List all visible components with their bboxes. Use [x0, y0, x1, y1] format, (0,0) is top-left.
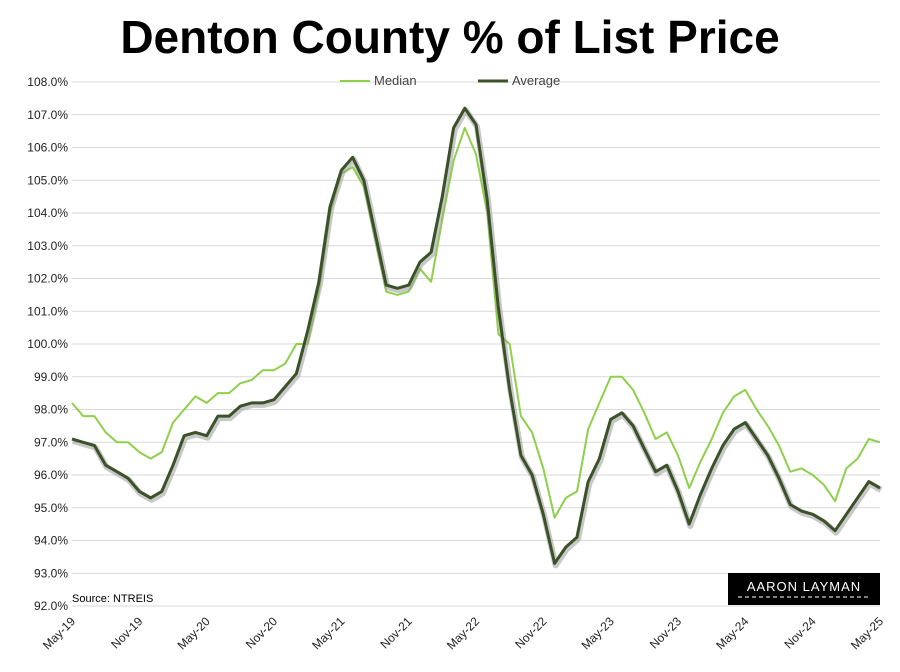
y-tick-label: 102.0%	[27, 272, 68, 286]
y-tick-label: 94.0%	[34, 534, 68, 548]
x-tick-label: Nov-21	[378, 614, 415, 651]
x-tick-label: May-25	[848, 614, 886, 652]
series-average-shadow	[72, 107, 883, 569]
y-tick-label: 98.0%	[34, 403, 68, 417]
series-average-line	[71, 106, 881, 565]
legend: Median Average	[340, 73, 560, 88]
x-tick-label: May-24	[713, 614, 751, 652]
x-tick-label: May-19	[40, 614, 78, 652]
y-tick-label: 103.0%	[27, 239, 68, 253]
y-tick-label: 95.0%	[34, 501, 68, 515]
y-tick-label: 92.0%	[34, 599, 68, 613]
y-tick-label: 107.0%	[27, 108, 68, 122]
y-tick-label: 96.0%	[34, 468, 68, 482]
y-tick-label: 101.0%	[27, 304, 68, 318]
x-tick-label: Nov-23	[647, 614, 684, 651]
gridlines	[72, 81, 880, 607]
y-tick-label: 100.0%	[27, 337, 68, 351]
chart-title: Denton County % of List Price	[120, 11, 780, 63]
brand-logo-text: AARON LAYMAN	[747, 579, 861, 594]
brand-logo: AARON LAYMAN	[728, 573, 880, 605]
y-tick-label: 104.0%	[27, 206, 68, 220]
x-axis: May-19 Nov-19 May-20 Nov-20 May-21 Nov-21 May-…	[40, 614, 886, 652]
legend-median-label: Median	[374, 73, 417, 88]
x-tick-label: Nov-19	[108, 614, 145, 651]
legend-average-label: Average	[512, 73, 560, 88]
y-tick-label: 93.0%	[34, 566, 68, 580]
x-tick-label: Nov-24	[782, 614, 819, 651]
series-lines	[71, 106, 883, 569]
y-tick-label: 108.0%	[27, 75, 68, 89]
y-tick-label: 105.0%	[27, 173, 68, 187]
y-tick-label: 106.0%	[27, 141, 68, 155]
y-tick-label: 97.0%	[34, 435, 68, 449]
source-note: Source: NTREIS	[72, 593, 153, 605]
x-tick-label: May-22	[444, 614, 482, 652]
series-median-line	[71, 126, 881, 519]
x-tick-label: Nov-22	[512, 614, 549, 651]
x-tick-label: May-20	[175, 614, 213, 652]
x-tick-label: Nov-20	[243, 614, 280, 651]
x-tick-label: May-23	[579, 614, 617, 652]
x-tick-label: May-21	[309, 614, 347, 652]
y-axis: 92.0% 93.0% 94.0% 95.0% 96.0% 97.0% 98.0% 99.0%…	[27, 75, 68, 613]
y-tick-label: 99.0%	[34, 370, 68, 384]
